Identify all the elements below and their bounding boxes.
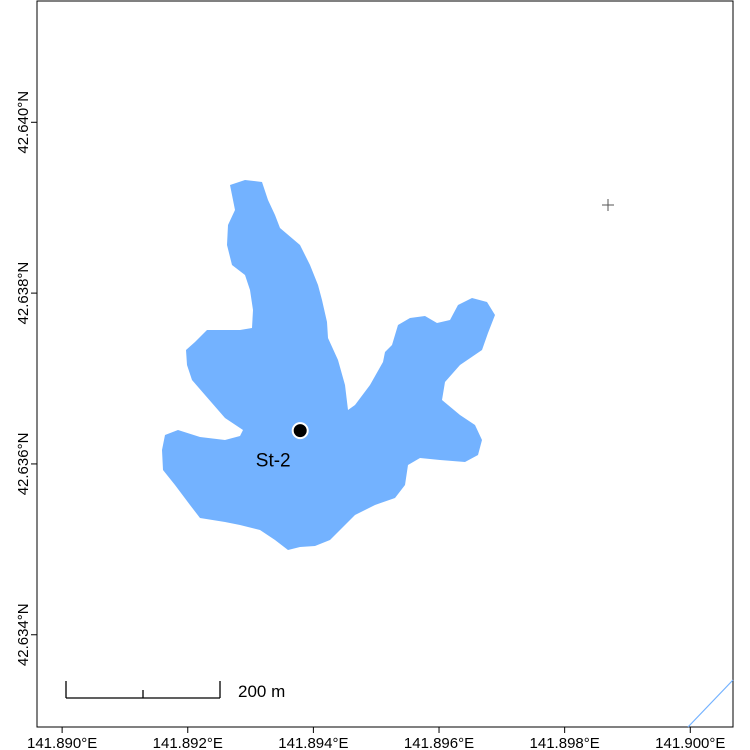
x-tick-label: 141.896°E <box>404 735 474 750</box>
scale-bar-label: 200 m <box>238 682 285 701</box>
graticule-cross <box>602 199 614 211</box>
x-tick-label: 141.890°E <box>27 735 97 750</box>
lake <box>162 180 495 550</box>
x-tick-label: 141.892°E <box>153 735 223 750</box>
y-tick-label: 42.634°N <box>15 603 32 666</box>
station-point <box>291 422 309 440</box>
scale-bar <box>65 681 221 699</box>
x-tick-label: 141.894°E <box>278 735 348 750</box>
x-tick-label: 141.898°E <box>530 735 600 750</box>
station-label: St-2 <box>256 451 291 472</box>
x-tick-label: 141.900°E <box>655 735 725 750</box>
river <box>687 679 734 728</box>
y-tick-label: 42.640°N <box>15 91 32 154</box>
y-tick-label: 42.636°N <box>15 433 32 496</box>
y-tick-label: 42.638°N <box>15 262 32 325</box>
